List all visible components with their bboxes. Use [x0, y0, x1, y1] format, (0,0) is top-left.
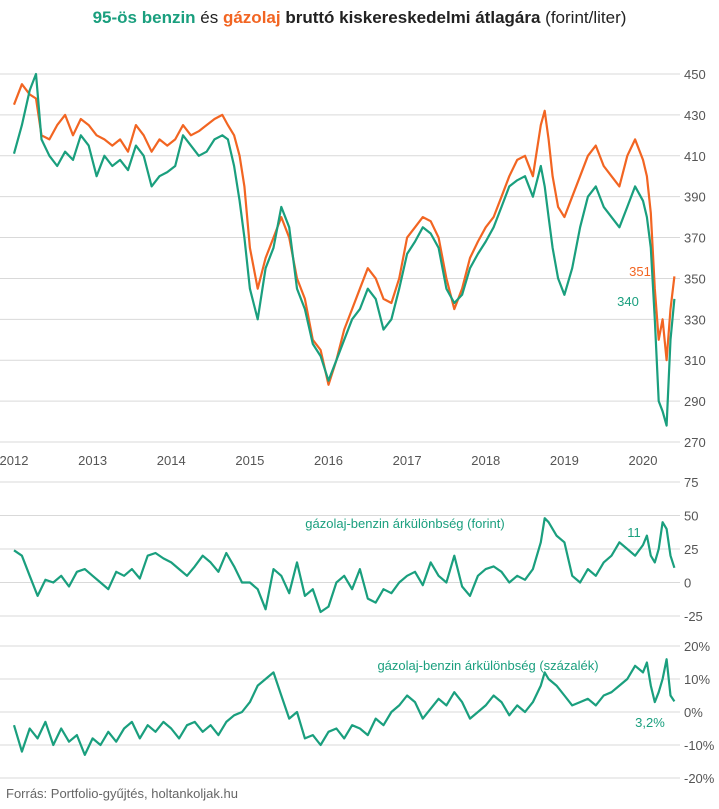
series-line-0-0	[12, 72, 676, 427]
y-tick-label-1-2: 25	[684, 542, 698, 557]
y-tick-label-0-2: 410	[684, 149, 706, 164]
x-tick-label-7: 2019	[550, 453, 579, 468]
end-label-0-0: 340	[617, 294, 639, 309]
x-tick-label-2: 2014	[157, 453, 186, 468]
y-tick-label-0-8: 290	[684, 394, 706, 409]
title-dizel: gázolaj	[222, 8, 281, 27]
end-label-1-0: 11	[627, 525, 641, 540]
y-tick-label-1-0: 75	[684, 475, 698, 490]
y-tick-label-0-4: 370	[684, 231, 706, 246]
y-tick-label-2-2: 0%	[684, 705, 703, 720]
y-tick-label-1-3: 0	[684, 576, 691, 591]
x-tick-label-6: 2018	[471, 453, 500, 468]
y-tick-label-0-6: 330	[684, 312, 706, 327]
title-and: és	[195, 8, 223, 27]
y-tick-label-2-4: -20%	[684, 771, 715, 786]
title-benzin: 95-ös benzin	[92, 8, 196, 27]
source-note: Forrás: Portfolio-gyűjtés, holtankoljak.…	[6, 786, 238, 801]
series-line-1-0	[13, 517, 676, 614]
x-tick-label-4: 2016	[314, 453, 343, 468]
y-tick-label-0-0: 450	[684, 67, 706, 82]
x-tick-label-1: 2013	[78, 453, 107, 468]
y-tick-label-1-1: 50	[684, 509, 698, 524]
end-label-2-0: 3,2%	[635, 715, 665, 730]
y-tick-label-0-1: 430	[684, 108, 706, 123]
y-tick-label-2-3: -10%	[684, 738, 715, 753]
panel-label-2: gázolaj-benzin árkülönbség (százalék)	[377, 658, 598, 673]
y-tick-label-0-5: 350	[684, 271, 706, 286]
y-tick-label-1-4: -25	[684, 609, 703, 624]
panel-label-1: gázolaj-benzin árkülönbség (forint)	[305, 516, 504, 531]
series-line-2-0	[12, 658, 676, 756]
x-tick-label-5: 2017	[393, 453, 422, 468]
y-tick-label-2-0: 20%	[684, 639, 710, 654]
x-tick-label-3: 2015	[235, 453, 264, 468]
x-tick-label-8: 2020	[629, 453, 658, 468]
y-tick-label-0-9: 270	[684, 435, 706, 450]
y-tick-label-2-1: 10%	[684, 672, 710, 687]
series-line-0-1	[12, 83, 676, 386]
end-label-0-1: 351	[629, 264, 651, 279]
y-tick-label-0-7: 310	[684, 353, 706, 368]
chart-title: 95-ös benzin és gázolaj bruttó kiskeresk…	[0, 8, 719, 28]
y-tick-label-0-3: 390	[684, 190, 706, 205]
title-unit: (forint/liter)	[540, 8, 627, 27]
x-tick-label-0: 2012	[0, 453, 28, 468]
title-main: bruttó kiskereskedelmi átlagára	[280, 8, 541, 27]
